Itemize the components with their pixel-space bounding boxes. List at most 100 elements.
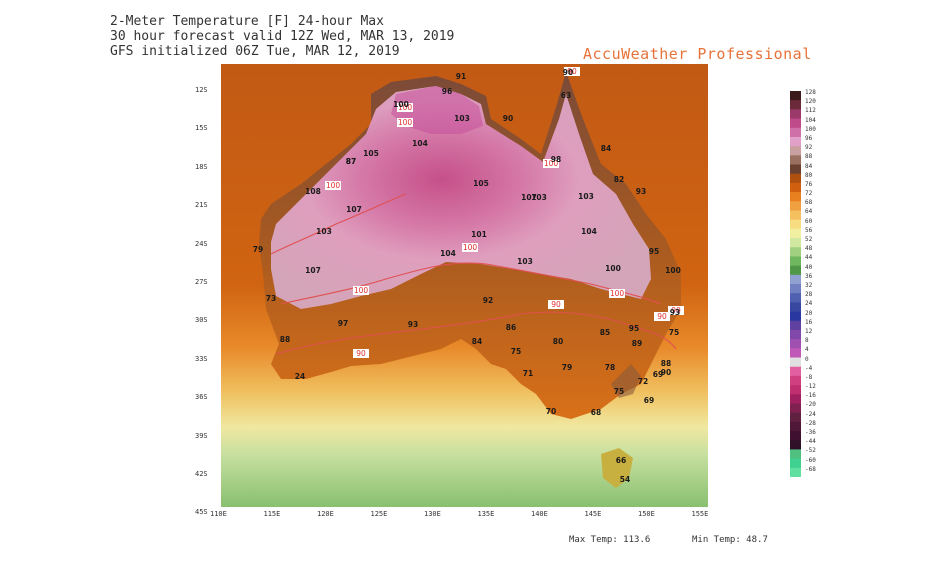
colorbar-tick-label: -44 [805,438,816,446]
temperature-label: 70 [546,407,556,416]
colorbar-swatch [790,91,801,101]
lat-tick-label: 27S [195,278,208,286]
colorbar-tick-label: 20 [805,309,813,317]
colorbar-swatch [790,109,801,120]
lat-tick-label: 21S [195,201,208,210]
colorbar-tick-label: 28 [805,291,813,299]
lon-tick-label: 115E [263,510,281,518]
colorbar-tick-label: 120 [805,98,816,106]
temperature-label: 108 [305,187,321,196]
colorbar-swatch [790,339,801,349]
colorbar-swatch [790,155,801,166]
colorbar-tick-label: -8 [805,373,813,381]
contour-label-box [397,118,413,127]
temperature-label: 104 [440,249,456,258]
colorbar-swatch [790,348,801,359]
temperature-label: 87 [346,157,356,166]
temperature-label: 96 [442,87,452,96]
temperature-label: 69 [644,396,654,405]
lat-tick-label: 30S [195,316,208,325]
colorbar-swatch [790,394,801,404]
colorbar-tick-label: 64 [805,208,813,216]
contour-label: 100 [326,181,341,190]
contour-label: 100 [398,103,413,112]
temperature-label: 88 [661,359,671,368]
colorbar-tick-label: 32 [805,282,813,289]
colorbar-tick-label: -68 [805,465,816,473]
colorbar-tick-label: 8 [805,337,809,345]
colorbar-swatch [790,192,801,202]
colorbar-swatch [790,431,801,441]
contour-label-box [564,67,580,76]
colorbar-swatch [790,146,801,156]
colorbar-tick-label: 88 [805,153,813,161]
colorbar-swatch [790,238,801,248]
colorbar-tick-label: -28 [805,419,816,427]
contour-label-box [353,349,369,358]
lon-tick-label: 150E [638,510,655,518]
colorbar-swatch [790,118,801,129]
colorbar-tick-label: 104 [805,116,816,124]
colorbar-tick-label: 92 [805,144,813,152]
colorbar-swatch [790,366,801,377]
lat-tick-label: 24S [195,239,208,248]
temperature-label: 86 [506,323,516,332]
temperature-label: 107 [305,266,321,275]
colorbar-tick-label: 44 [805,254,813,262]
lon-tick-label: 155E [691,510,709,518]
contour-label: 90 [567,67,577,76]
temperature-label: 104 [412,139,428,148]
lon-tick-label: 145E [584,510,602,518]
lon-tick-label: 130E [424,510,441,518]
temperature-label: 107 [346,205,362,214]
colorbar-swatch [790,219,801,230]
title-line: 2-Meter Temperature [F] 24-hour Max [110,14,384,29]
lat-tick-label: 15S [195,124,208,133]
temperature-label: 66 [616,456,626,465]
colorbar-tick-label: 56 [805,226,813,234]
temperature-label: 84 [601,144,611,153]
contour-label-box [325,181,341,190]
temperature-label: 75 [511,347,521,356]
colorbar-swatch [790,403,801,414]
temperature-label: 71 [523,369,533,378]
colorbar-swatch [790,210,801,221]
colorbar-tick-label: 36 [805,272,813,280]
colorbar-swatch [790,311,801,322]
temperature-label: 84 [472,337,482,346]
contour-label: 100 [398,118,413,127]
contour-label: 100 [354,286,369,295]
temperature-label: 95 [629,324,639,333]
colorbar-tick-label: 96 [805,134,813,142]
colorbar-swatch [790,320,801,331]
isotherm-lines [270,193,677,355]
init-line: GFS initialized 06Z Tue, MAR 12, 2019 [110,44,400,59]
temperature-label: 103 [454,114,470,123]
temperature-label: 92 [483,296,493,305]
temperature-label: 78 [605,363,615,372]
colorbar-tick-label: 72 [805,190,813,198]
colorbar-tick-label: -20 [805,401,816,409]
temperature-label: 87 [346,157,356,166]
colorbar-swatch [790,228,801,239]
contour-label-box [548,300,564,309]
temperature-label: 89 [632,339,642,348]
temperature-label: 93 [636,187,646,196]
colorbar-swatch [790,375,801,386]
colorbar-swatch [790,458,801,469]
colorbar-swatch [790,100,801,110]
colorbar-swatch [790,385,801,395]
contour-label-box [654,312,670,321]
temperature-label: 24 [295,372,305,381]
colorbar-tick-label: -36 [805,429,816,437]
contour-label-box [353,286,369,295]
colorbar-swatch [790,256,801,267]
temperature-label: 103 [316,227,332,236]
colorbar-swatch [790,182,801,193]
brand-label: AccuWeather Professional [583,45,812,63]
temperature-label: 68 [591,408,601,417]
colorbar-tick-label: 100 [805,125,816,133]
